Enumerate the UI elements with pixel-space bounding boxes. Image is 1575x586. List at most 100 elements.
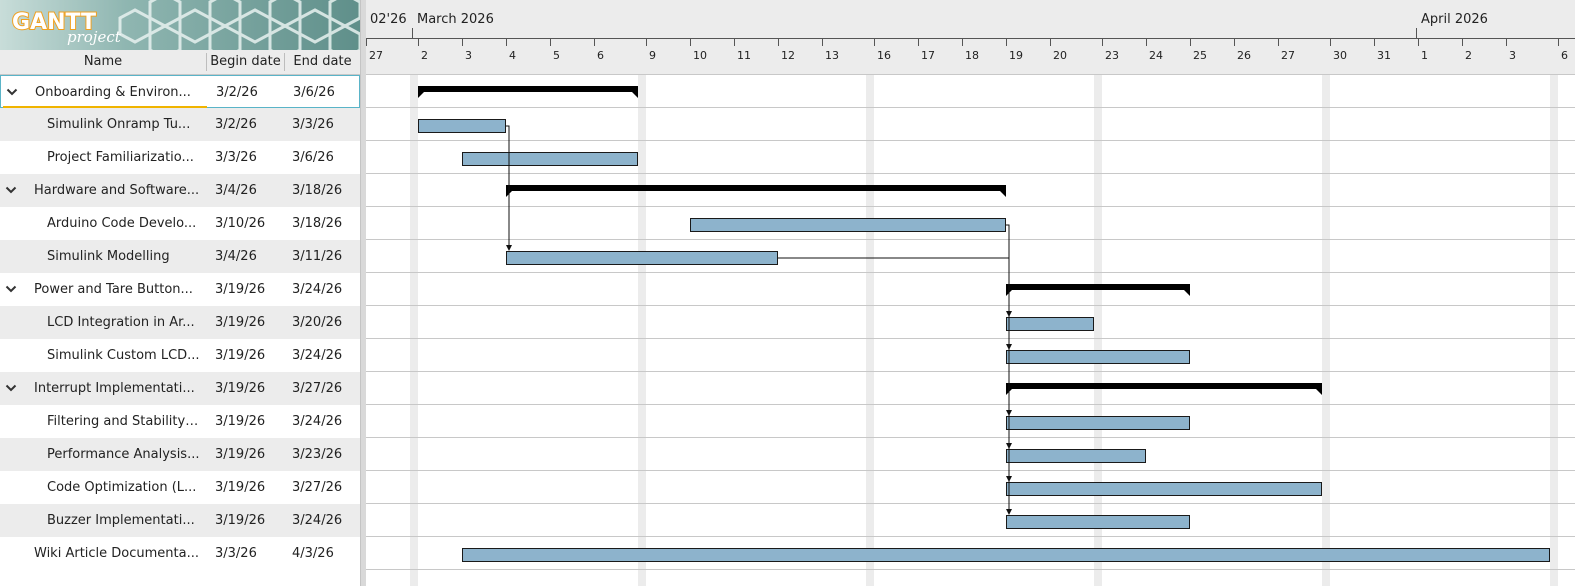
task-begin-date: 3/4/26 [215, 183, 257, 198]
weekend-column [866, 75, 870, 586]
day-label: 27 [369, 49, 383, 62]
task-bar[interactable] [418, 119, 506, 133]
timeline-header [366, 0, 1575, 75]
task-row[interactable]: Simulink Modelling 3/4/26 3/11/26 [0, 240, 360, 273]
dependency-line [1006, 224, 1010, 514]
task-row[interactable]: Wiki Article Documenta... 3/3/26 4/3/26 [0, 537, 360, 570]
day-label: 9 [649, 49, 656, 62]
task-group-row[interactable]: Power and Tare Button... 3/19/26 3/24/26 [0, 273, 360, 306]
weekend-column [870, 75, 874, 586]
summary-bar-right-cap [1184, 290, 1190, 296]
task-end-date: 3/3/26 [292, 117, 334, 132]
task-end-date: 3/6/26 [292, 150, 334, 165]
summary-bar[interactable] [1006, 383, 1322, 389]
task-bar[interactable] [1006, 350, 1190, 364]
task-name: Simulink Modelling [47, 249, 170, 264]
day-label: 1 [1421, 49, 1428, 62]
day-label: 2 [1465, 49, 1472, 62]
weekend-column [414, 75, 418, 586]
task-bar[interactable] [1006, 416, 1190, 430]
column-header-name[interactable]: Name [83, 54, 123, 69]
task-row[interactable]: Arduino Code Develo... 3/10/26 3/18/26 [0, 207, 360, 240]
panel-splitter[interactable] [360, 0, 366, 586]
task-bar[interactable] [506, 251, 778, 265]
weekend-column [1550, 75, 1554, 586]
weekend-column [638, 75, 642, 586]
summary-bar[interactable] [418, 86, 638, 92]
day-label: 17 [921, 49, 935, 62]
task-end-date: 3/18/26 [292, 183, 343, 198]
task-name: Code Optimization (L... [47, 480, 197, 495]
task-group-row[interactable]: Hardware and Software... 3/4/26 3/18/26 [0, 174, 360, 207]
dependency-line [778, 257, 1010, 349]
task-row[interactable]: Performance Analysis... 3/19/26 3/23/26 [0, 438, 360, 471]
day-label: 24 [1149, 49, 1163, 62]
month-label: March 2026 [417, 12, 494, 27]
task-begin-date: 3/19/26 [215, 513, 266, 528]
weekend-column [642, 75, 646, 586]
column-separator[interactable] [206, 53, 207, 71]
task-begin-date: 3/19/26 [215, 282, 266, 297]
task-end-date: 3/24/26 [292, 513, 343, 528]
task-bar[interactable] [690, 218, 1006, 232]
task-name: Power and Tare Button... [34, 282, 193, 297]
task-row[interactable]: Simulink Custom LCD... 3/19/26 3/24/26 [0, 339, 360, 372]
task-begin-date: 3/19/26 [215, 315, 266, 330]
summary-bar[interactable] [506, 185, 1006, 191]
day-label: 3 [1509, 49, 1516, 62]
task-row[interactable]: LCD Integration in Ar... 3/19/26 3/20/26 [0, 306, 360, 339]
month-label: April 2026 [1421, 12, 1488, 27]
task-name: Project Familiarizatio... [47, 150, 194, 165]
task-begin-date: 3/10/26 [215, 216, 266, 231]
day-label: 23 [1105, 49, 1119, 62]
task-bar[interactable] [1006, 449, 1146, 463]
task-group-row[interactable]: Onboarding & Environ... 3/2/26 3/6/26 [0, 75, 360, 108]
task-begin-date: 3/4/26 [215, 249, 257, 264]
ganttproject-logo: GANTT project [0, 0, 360, 50]
task-begin-date: 3/3/26 [215, 150, 257, 165]
day-label: 16 [877, 49, 891, 62]
task-end-date: 3/20/26 [292, 315, 343, 330]
day-label: 26 [1237, 49, 1251, 62]
selection-underline [3, 106, 207, 108]
day-label: 6 [1561, 49, 1568, 62]
column-header-begin-date[interactable]: Begin date [210, 54, 281, 69]
task-bar[interactable] [462, 152, 638, 166]
task-bar[interactable] [1006, 482, 1322, 496]
task-row[interactable]: Project Familiarizatio... 3/3/26 3/6/26 [0, 141, 360, 174]
summary-bar[interactable] [1006, 284, 1190, 290]
task-row[interactable]: Simulink Onramp Tu... 3/2/26 3/3/26 [0, 108, 360, 141]
task-end-date: 4/3/26 [292, 546, 334, 561]
task-name: Simulink Custom LCD... [47, 348, 200, 363]
day-label: 2 [421, 49, 428, 62]
task-begin-date: 3/19/26 [215, 348, 266, 363]
task-end-date: 3/18/26 [292, 216, 343, 231]
weekend-column [1554, 75, 1558, 586]
task-row[interactable]: Buzzer Implementati... 3/19/26 3/24/26 [0, 504, 360, 537]
task-group-row[interactable]: Interrupt Implementati... 3/19/26 3/27/26 [0, 372, 360, 405]
task-bar[interactable] [1006, 317, 1094, 331]
day-label: 30 [1333, 49, 1347, 62]
day-label: 4 [509, 49, 516, 62]
task-begin-date: 3/19/26 [215, 447, 266, 462]
chevron-down-icon[interactable] [5, 284, 17, 294]
task-row[interactable]: Code Optimization (L... 3/19/26 3/27/26 [0, 471, 360, 504]
task-row[interactable]: Filtering and Stability ... 3/19/26 3/24/2… [0, 405, 360, 438]
task-end-date: 3/24/26 [292, 414, 343, 429]
weekend-column [1322, 75, 1326, 586]
chevron-down-icon[interactable] [5, 383, 17, 393]
task-begin-date: 3/3/26 [215, 546, 257, 561]
chevron-down-icon[interactable] [5, 185, 17, 195]
task-begin-date: 3/19/26 [215, 480, 266, 495]
task-bar[interactable] [462, 548, 1550, 562]
column-header-end-date[interactable]: End date [293, 54, 352, 69]
task-begin-date: 3/19/26 [215, 414, 266, 429]
column-separator[interactable] [284, 53, 285, 71]
day-label: 3 [465, 49, 472, 62]
task-bar[interactable] [1006, 515, 1190, 529]
task-end-date: 3/27/26 [292, 480, 343, 495]
task-name: Arduino Code Develo... [47, 216, 197, 231]
task-begin-date: 3/19/26 [215, 381, 266, 396]
chevron-down-icon[interactable] [6, 87, 18, 97]
task-name: Filtering and Stability ... [47, 414, 200, 429]
